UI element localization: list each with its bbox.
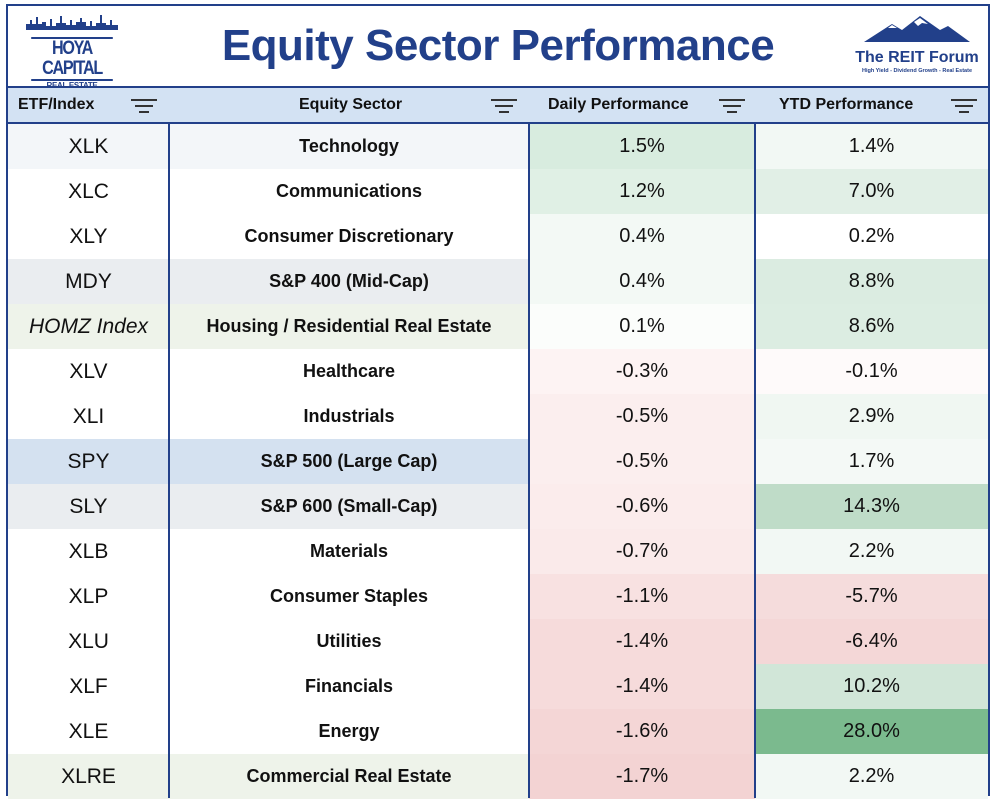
etf-cell: XLK [8,124,169,169]
filter-icon[interactable] [718,99,746,113]
sector-cell: Consumer Staples [169,574,529,619]
sector-cell: Energy [169,709,529,754]
ytd-performance-cell: 2.2% [755,754,988,799]
ytd-performance-cell: 1.4% [755,124,988,169]
column-divider [528,124,530,798]
column-header-etf: ETF/Index [18,96,95,113]
daily-performance-cell: 1.2% [529,169,755,214]
daily-performance-cell: -0.6% [529,484,755,529]
etf-cell: XLC [8,169,169,214]
daily-performance-cell: -1.7% [529,754,755,799]
sector-cell: Utilities [169,619,529,664]
sector-cell: Consumer Discretionary [169,214,529,259]
daily-performance-cell: 0.1% [529,304,755,349]
table-row: XLC Communications 1.2% 7.0% [8,169,988,214]
daily-performance-cell: -0.7% [529,529,755,574]
ytd-performance-cell: 0.2% [755,214,988,259]
ytd-performance-cell: -6.4% [755,619,988,664]
sector-cell: Communications [169,169,529,214]
ytd-performance-cell: -5.7% [755,574,988,619]
table-row: XLP Consumer Staples -1.1% -5.7% [8,574,988,619]
etf-cell: XLRE [8,754,169,799]
ytd-performance-cell: 1.7% [755,439,988,484]
daily-performance-cell: -1.4% [529,664,755,709]
sector-cell: Financials [169,664,529,709]
page-title: Equity Sector Performance [221,21,775,70]
etf-cell: XLI [8,394,169,439]
table-row: MDY S&P 400 (Mid-Cap) 0.4% 8.8% [8,259,988,304]
daily-performance-cell: 1.5% [529,124,755,169]
daily-performance-cell: 0.4% [529,259,755,304]
logo-right-tag: High Yield - Dividend Growth - Real Esta… [861,68,973,74]
etf-cell: MDY [8,259,169,304]
table-row: XLI Industrials -0.5% 2.9% [8,394,988,439]
header: HOYA CAPITAL REAL ESTATE Equity Sector P… [8,6,988,90]
table-row: SLY S&P 600 (Small-Cap) -0.6% 14.3% [8,484,988,529]
filter-icon[interactable] [130,99,158,113]
sector-cell: S&P 500 (Large Cap) [169,439,529,484]
daily-performance-cell: -1.6% [529,709,755,754]
column-header-daily: Daily Performance [548,96,689,113]
ytd-performance-cell: 10.2% [755,664,988,709]
etf-cell: SPY [8,439,169,484]
table-row: XLU Utilities -1.4% -6.4% [8,619,988,664]
column-divider [168,124,170,798]
sector-cell: Healthcare [169,349,529,394]
etf-cell: XLU [8,619,169,664]
sector-cell: Technology [169,124,529,169]
filter-icon[interactable] [490,99,518,113]
daily-performance-cell: -1.4% [529,619,755,664]
table-row: XLE Energy -1.6% 28.0% [8,709,988,754]
mountain-icon [864,16,970,42]
hoya-capital-logo: HOYA CAPITAL REAL ESTATE [24,14,120,90]
table-row: XLB Materials -0.7% 2.2% [8,529,988,574]
table-row: XLY Consumer Discretionary 0.4% 0.2% [8,214,988,259]
etf-cell: XLV [8,349,169,394]
table-row: XLF Financials -1.4% 10.2% [8,664,988,709]
skyline-icon [26,15,118,30]
logo-left-sub: REAL ESTATE [24,81,120,91]
table-row: SPY S&P 500 (Large Cap) -0.5% 1.7% [8,439,988,484]
daily-performance-cell: -1.1% [529,574,755,619]
logo-right-name: The REIT Forum [855,49,979,66]
daily-performance-cell: 0.4% [529,214,755,259]
filter-icon[interactable] [950,99,978,113]
logo-left-name: HOYA CAPITAL [31,37,113,81]
sector-cell: S&P 400 (Mid-Cap) [169,259,529,304]
etf-cell: XLF [8,664,169,709]
ytd-performance-cell: -0.1% [755,349,988,394]
daily-performance-cell: -0.3% [529,349,755,394]
ytd-performance-cell: 14.3% [755,484,988,529]
table-frame: HOYA CAPITAL REAL ESTATE Equity Sector P… [6,4,990,799]
table-header: ETF/Index Equity Sector Daily Performanc… [8,86,988,124]
ytd-performance-cell: 8.6% [755,304,988,349]
column-header-sector: Equity Sector [299,96,403,113]
column-divider [754,124,756,798]
daily-performance-cell: -0.5% [529,439,755,484]
ytd-performance-cell: 28.0% [755,709,988,754]
etf-cell: SLY [8,484,169,529]
etf-cell: HOMZ Index [8,304,169,349]
sector-cell: Industrials [169,394,529,439]
column-header-ytd: YTD Performance [779,96,914,113]
sector-cell: Housing / Residential Real Estate [169,304,529,349]
sector-cell: S&P 600 (Small-Cap) [169,484,529,529]
table-row: HOMZ Index Housing / Residential Real Est… [8,304,988,349]
ytd-performance-cell: 8.8% [755,259,988,304]
table-row: XLK Technology 1.5% 1.4% [8,124,988,169]
etf-cell: XLP [8,574,169,619]
ytd-performance-cell: 2.2% [755,529,988,574]
ytd-performance-cell: 2.9% [755,394,988,439]
etf-cell: XLE [8,709,169,754]
etf-cell: XLY [8,214,169,259]
ytd-performance-cell: 7.0% [755,169,988,214]
sector-cell: Commercial Real Estate [169,754,529,799]
daily-performance-cell: -0.5% [529,394,755,439]
sector-cell: Materials [169,529,529,574]
reit-forum-logo: The REIT Forum High Yield - Dividend Gro… [854,16,980,80]
etf-cell: XLB [8,529,169,574]
table-row: XLRE Commercial Real Estate -1.7% 2.2% [8,754,988,799]
table-row: XLV Healthcare -0.3% -0.1% [8,349,988,394]
